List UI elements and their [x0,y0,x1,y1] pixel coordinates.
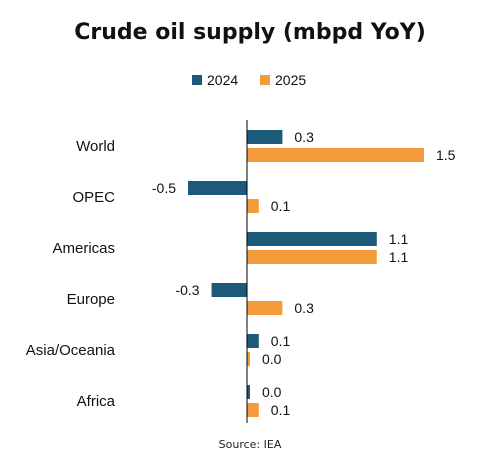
data-label-2025: 0.1 [271,198,291,214]
data-label-2025: 1.1 [389,249,409,265]
source-note: Source: IEA [218,438,282,451]
bar-2024 [247,334,259,348]
category-label: Asia/Oceania [26,342,116,359]
legend-label-2024: 2024 [207,72,238,88]
bar-2025 [247,352,250,366]
bar-2024 [247,232,377,246]
bar-2024 [247,385,250,399]
legend-label-2025: 2025 [275,72,306,88]
bar-2025 [247,301,283,315]
data-label-2024: -0.5 [152,180,176,196]
data-label-2025: 0.1 [271,402,291,418]
category-label: Africa [77,393,116,410]
data-label-2025: 1.5 [436,147,456,163]
chart-title: Crude oil supply (mbpd YoY) [74,20,426,45]
category-label: Europe [67,291,115,308]
data-label-2025: 0.3 [294,300,314,316]
bar-2025 [247,148,424,162]
bar-2025 [247,199,259,213]
data-label-2024: 0.3 [294,129,314,145]
legend-swatch-2024 [192,75,202,85]
data-label-2024: -0.3 [175,282,199,298]
bar-2025 [247,250,377,264]
data-label-2024: 0.1 [271,333,291,349]
bar-2024 [247,130,283,144]
bar-2024 [188,181,247,195]
data-label-2024: 0.0 [262,384,282,400]
data-label-2025: 0.0 [262,351,282,367]
category-label: Americas [52,240,115,257]
bar-2024 [211,283,247,297]
bar-2025 [247,403,259,417]
legend-swatch-2025 [260,75,270,85]
category-label: OPEC [72,189,115,206]
category-label: World [76,138,115,155]
data-label-2024: 1.1 [389,231,409,247]
